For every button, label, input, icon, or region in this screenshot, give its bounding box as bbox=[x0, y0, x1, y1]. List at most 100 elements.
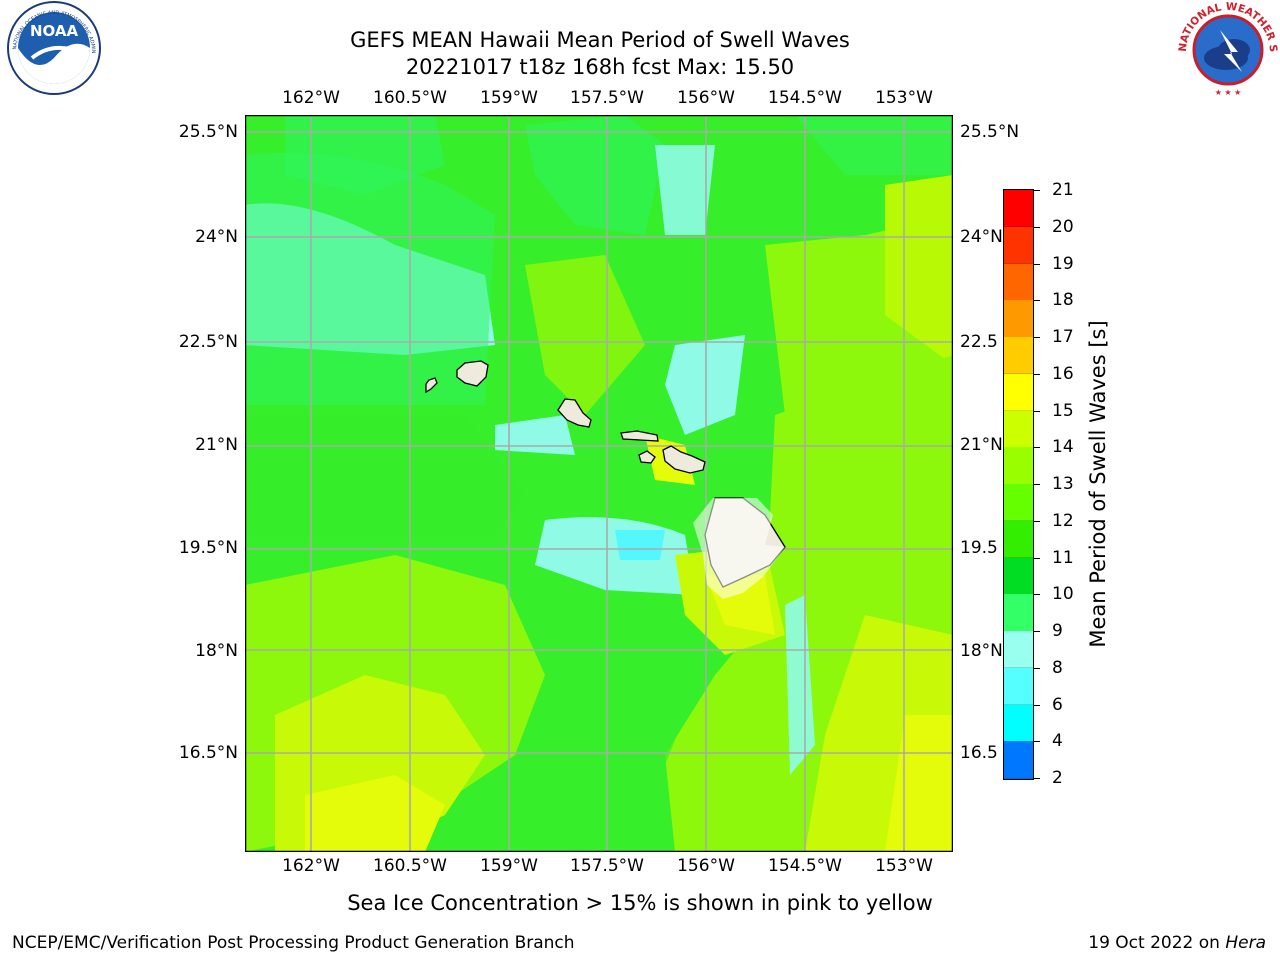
colorbar-segment bbox=[1004, 741, 1033, 779]
colorbar-segment bbox=[1004, 300, 1033, 338]
map-title: GEFS MEAN Hawaii Mean Period of Swell Wa… bbox=[350, 28, 850, 52]
colorbar-label: 2 bbox=[1052, 768, 1063, 788]
lon-tick-bottom: 153°W bbox=[875, 856, 933, 876]
colorbar-tick bbox=[1034, 263, 1040, 265]
colorbar-label: 12 bbox=[1052, 510, 1074, 531]
lon-tick-top: 157.5°W bbox=[570, 88, 644, 108]
lon-tick-top: 153°W bbox=[875, 88, 933, 108]
lon-tick-bottom: 156°W bbox=[677, 856, 735, 876]
colorbar-title: Mean Period of Swell Waves [s] bbox=[1086, 320, 1110, 648]
colorbar-label: 17 bbox=[1052, 327, 1074, 347]
lat-tick-right: 16.5 bbox=[960, 743, 998, 763]
colorbar-segment bbox=[1004, 337, 1033, 375]
colorbar-label: 9 bbox=[1052, 621, 1063, 641]
lon-tick-bottom: 162°W bbox=[282, 856, 340, 876]
footer-date-text: 19 Oct 2022 on bbox=[1088, 933, 1226, 953]
cyan-region-central bbox=[665, 335, 745, 435]
colorbar-tick bbox=[1034, 337, 1040, 339]
colorbar-segment bbox=[1004, 704, 1033, 742]
svg-text:NOAA: NOAA bbox=[30, 22, 79, 40]
lon-tick-top: 162°W bbox=[282, 88, 340, 108]
colorbar-tick bbox=[1034, 373, 1040, 375]
colorbar-tick bbox=[1034, 190, 1040, 192]
lon-tick-top: 159°W bbox=[480, 88, 538, 108]
island-oahu bbox=[557, 398, 592, 428]
lat-tick-right: 25.5°N bbox=[960, 122, 1020, 142]
colorbar-label: 18 bbox=[1052, 290, 1074, 311]
colorbar-segment bbox=[1004, 410, 1033, 448]
lat-tick-right: 21°N bbox=[960, 435, 1003, 455]
island-lanai bbox=[638, 450, 656, 464]
map-subtitle: 20221017 t18z 168h fcst Max: 15.50 bbox=[405, 55, 795, 79]
colorbar-segment bbox=[1004, 520, 1033, 558]
noaa-logo: NOAA NATIONAL OCEANIC AND ATMOSPHERIC AD… bbox=[0, 0, 106, 100]
colorbar-label: 14 bbox=[1052, 437, 1074, 458]
colorbar-segment bbox=[1004, 190, 1033, 228]
map-panel bbox=[245, 115, 953, 852]
lat-tick-left: 19.5°N bbox=[178, 538, 238, 558]
colorbar-segment bbox=[1004, 484, 1033, 522]
colorbar-segment bbox=[1004, 226, 1033, 264]
lat-tick-left: 22.5°N bbox=[178, 332, 238, 352]
island-kauai bbox=[456, 360, 489, 387]
lat-tick-right: 22.5 bbox=[960, 332, 998, 352]
lat-tick-left: 25.5°N bbox=[178, 122, 238, 142]
colorbar-segment bbox=[1004, 631, 1033, 669]
colorbar-label: 6 bbox=[1052, 694, 1063, 715]
footer-date: 19 Oct 2022 on Hera bbox=[1088, 933, 1266, 953]
colorbar-label: 13 bbox=[1052, 474, 1074, 494]
colorbar-label: 4 bbox=[1052, 731, 1063, 752]
colorbar-segment bbox=[1004, 594, 1033, 632]
colorbar-tick bbox=[1034, 520, 1040, 522]
colorbar-label: 20 bbox=[1052, 216, 1074, 237]
colorbar bbox=[1003, 189, 1034, 780]
colorbar-tick bbox=[1034, 410, 1040, 412]
colorbar-tick bbox=[1034, 631, 1040, 633]
lat-tick-left: 24°N bbox=[195, 227, 238, 247]
lat-tick-left: 16.5°N bbox=[178, 743, 238, 763]
colorbar-tick bbox=[1034, 226, 1040, 228]
sea-ice-caption: Sea Ice Concentration > 15% is shown in … bbox=[347, 891, 933, 915]
nws-logo: NATIONAL WEATHER SERVICE ★ ★ ★ bbox=[1172, 0, 1280, 100]
colorbar-tick bbox=[1034, 704, 1040, 706]
lat-tick-right: 19.5 bbox=[960, 538, 998, 558]
svg-text:★ ★ ★: ★ ★ ★ bbox=[1215, 88, 1242, 97]
footer-credit: NCEP/EMC/Verification Post Processing Pr… bbox=[12, 933, 575, 953]
colorbar-tick bbox=[1034, 557, 1040, 559]
colorbar-labels: 21 20 19 18 17 16 15 14 13 12 11 10 9 8 6 4 2 bbox=[1034, 180, 1092, 788]
colorbar-label: 19 bbox=[1052, 253, 1074, 274]
lon-tick-bottom: 157.5°W bbox=[570, 856, 644, 876]
island-maui bbox=[662, 445, 706, 474]
colorbar-tick bbox=[1034, 778, 1040, 780]
lon-tick-top: 156°W bbox=[677, 88, 735, 108]
lon-tick-bottom: 160.5°W bbox=[373, 856, 447, 876]
colorbar-label: 8 bbox=[1052, 657, 1063, 678]
colorbar-segment bbox=[1004, 557, 1033, 595]
colorbar-tick bbox=[1034, 667, 1040, 669]
lat-tick-right: 24°N bbox=[960, 227, 1003, 247]
lon-tick-bottom: 154.5°W bbox=[768, 856, 842, 876]
colorbar-tick bbox=[1034, 594, 1040, 596]
colorbar-label: 16 bbox=[1052, 363, 1074, 384]
colorbar-segment bbox=[1004, 667, 1033, 705]
lon-tick-top: 160.5°W bbox=[373, 88, 447, 108]
lat-tick-left: 21°N bbox=[195, 435, 238, 455]
footer-host: Hera bbox=[1225, 933, 1266, 953]
island-niihau bbox=[425, 377, 438, 394]
colorbar-tick bbox=[1034, 447, 1040, 449]
lat-tick-right: 18°N bbox=[960, 641, 1003, 661]
colorbar-segment bbox=[1004, 447, 1033, 485]
graticule bbox=[245, 115, 953, 852]
colorbar-label: 21 bbox=[1052, 180, 1074, 200]
island-molokai bbox=[620, 430, 659, 442]
colorbar-label: 10 bbox=[1052, 584, 1074, 605]
lon-tick-top: 154.5°W bbox=[768, 88, 842, 108]
colorbar-tick bbox=[1034, 484, 1040, 486]
colorbar-tick bbox=[1034, 741, 1040, 743]
colorbar-segment bbox=[1004, 263, 1033, 301]
colorbar-segment bbox=[1004, 373, 1033, 411]
colorbar-label: 15 bbox=[1052, 400, 1074, 421]
lon-tick-bottom: 159°W bbox=[480, 856, 538, 876]
colorbar-label: 11 bbox=[1052, 547, 1074, 568]
colorbar-tick bbox=[1034, 300, 1040, 302]
